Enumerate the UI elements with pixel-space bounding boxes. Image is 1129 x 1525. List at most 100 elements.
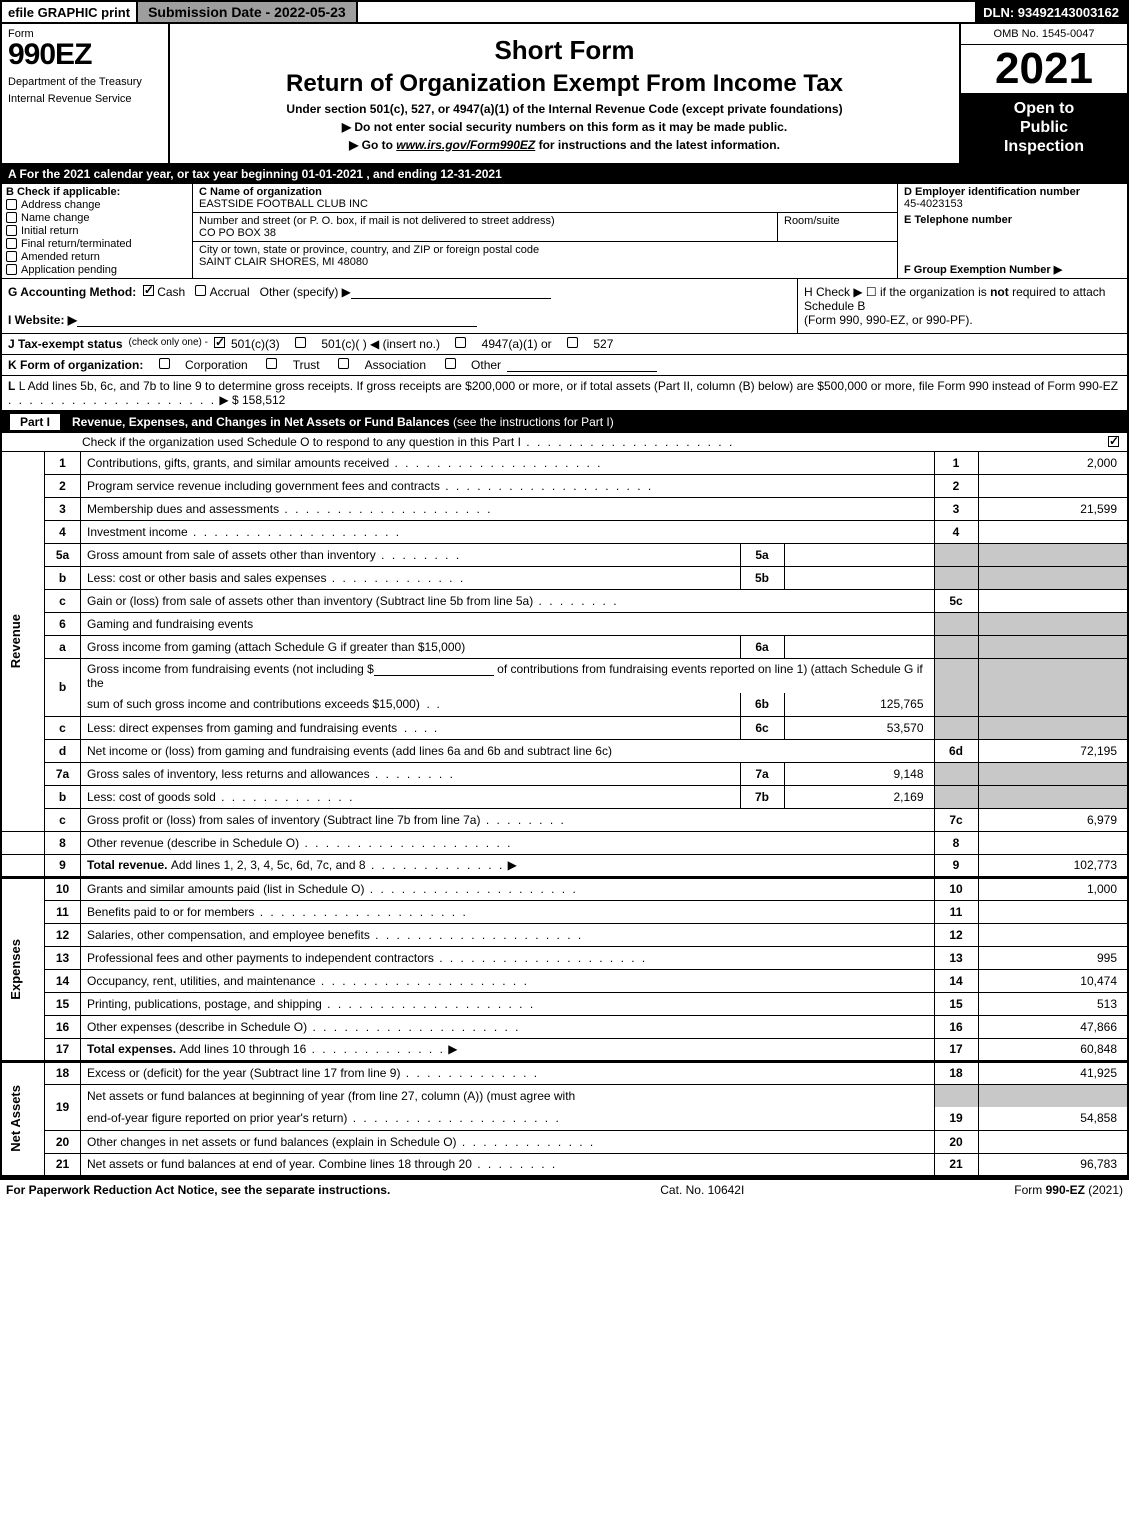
checkbox-icon: [6, 238, 17, 249]
cb-4947[interactable]: [455, 337, 466, 348]
netassets-side-label: Net Assets: [8, 1085, 23, 1152]
open1: Open to: [965, 99, 1123, 118]
line-6a: a Gross income from gaming (attach Sched…: [1, 636, 1128, 659]
cb-527[interactable]: [567, 337, 578, 348]
k-other-blank[interactable]: [507, 358, 657, 372]
col-b-checkboxes: B Check if applicable: Address change Na…: [2, 184, 192, 278]
c-addr-val: CO PO BOX 38: [199, 227, 276, 239]
line-12: 12 Salaries, other compensation, and emp…: [1, 923, 1128, 946]
cb-initial-return[interactable]: Initial return: [6, 225, 188, 237]
c-city-hdr: City or town, state or province, country…: [199, 244, 539, 256]
g-other-blank[interactable]: [351, 285, 551, 299]
line-6d: d Net income or (loss) from gaming and f…: [1, 739, 1128, 762]
cb-corp[interactable]: [159, 358, 170, 369]
top-bar: efile GRAPHIC print Submission Date - 20…: [0, 0, 1129, 24]
cb-schedule-o-checked[interactable]: [1108, 436, 1119, 447]
short-form-title: Short Form: [178, 35, 951, 66]
revenue-side-label: Revenue: [8, 614, 23, 668]
d-hdr: D Employer identification number: [904, 186, 1080, 198]
c-room-col: Room/suite: [777, 213, 897, 241]
omb-number: OMB No. 1545-0047: [961, 24, 1127, 45]
goto-line: ▶ Go to www.irs.gov/Form990EZ for instru…: [178, 138, 951, 152]
page-footer: For Paperwork Reduction Act Notice, see …: [0, 1178, 1129, 1200]
cb-cash-checked[interactable]: [143, 285, 154, 296]
line-1: Revenue 1 Contributions, gifts, grants, …: [1, 452, 1128, 475]
c-city-row: City or town, state or province, country…: [193, 241, 897, 270]
info-grid: B Check if applicable: Address change Na…: [0, 184, 1129, 279]
return-title: Return of Organization Exempt From Incom…: [178, 70, 951, 98]
cb-other[interactable]: [445, 358, 456, 369]
part1-dots: [521, 435, 734, 449]
checkbox-icon: [6, 251, 17, 262]
cb-501c3-checked[interactable]: [214, 337, 225, 348]
submission-date-label: Submission Date - 2022-05-23: [136, 2, 356, 22]
goto-link[interactable]: www.irs.gov/Form990EZ: [396, 138, 535, 152]
cb-address-change[interactable]: Address change: [6, 199, 188, 211]
open2: Public: [965, 118, 1123, 137]
line-3: 3 Membership dues and assessments 3 21,5…: [1, 498, 1128, 521]
h-text1: H Check ▶ ☐ if the organization is: [804, 285, 990, 299]
line-11: 11 Benefits paid to or for members 11: [1, 900, 1128, 923]
line-7a: 7a Gross sales of inventory, less return…: [1, 762, 1128, 785]
header-center-col: Short Form Return of Organization Exempt…: [170, 24, 959, 163]
line-8: 8 Other revenue (describe in Schedule O)…: [1, 831, 1128, 854]
c-room-hdr: Room/suite: [784, 215, 840, 227]
line-5a: 5a Gross amount from sale of assets othe…: [1, 544, 1128, 567]
l-row: L L Add lines 5b, 6c, and 7b to line 9 t…: [0, 376, 1129, 411]
cb-501c[interactable]: [295, 337, 306, 348]
cb-name-change[interactable]: Name change: [6, 212, 188, 224]
row-a-tax-year: A For the 2021 calendar year, or tax yea…: [0, 165, 1129, 184]
col-def: D Employer identification number 45-4023…: [897, 184, 1127, 278]
h-text3: (Form 990, 990-EZ, or 990-PF).: [804, 313, 973, 327]
financial-table: Revenue 1 Contributions, gifts, grants, …: [0, 452, 1129, 1178]
line-13: 13 Professional fees and other payments …: [1, 946, 1128, 969]
website-blank[interactable]: [77, 313, 477, 327]
line-6c: c Less: direct expenses from gaming and …: [1, 716, 1128, 739]
cb-trust[interactable]: [266, 358, 277, 369]
j-sub: (check only one) -: [129, 337, 208, 348]
h-schedule-b: H Check ▶ ☐ if the organization is not r…: [797, 279, 1127, 333]
goto-pre: ▶ Go to: [349, 138, 396, 152]
cb-application-pending[interactable]: Application pending: [6, 264, 188, 276]
topbar-spacer: [356, 2, 975, 22]
col-c-org-info: C Name of organization EASTSIDE FOOTBALL…: [192, 184, 897, 278]
line-6: 6 Gaming and fundraising events: [1, 613, 1128, 636]
line-20: 20 Other changes in net assets or fund b…: [1, 1130, 1128, 1153]
ssn-warning: ▶ Do not enter social security numbers o…: [178, 120, 951, 134]
checkbox-icon: [6, 212, 17, 223]
efile-print-label[interactable]: efile GRAPHIC print: [2, 2, 136, 22]
part1-sub: Check if the organization used Schedule …: [2, 433, 1127, 451]
l-arrow: ▶ $: [219, 393, 238, 407]
line-19b: end-of-year figure reported on prior yea…: [1, 1107, 1128, 1130]
line-5c: c Gain or (loss) from sale of assets oth…: [1, 590, 1128, 613]
dept-treasury: Department of the Treasury: [8, 76, 162, 89]
part1-label: Part I: [10, 414, 60, 430]
c-addr-row: Number and street (or P. O. box, if mail…: [193, 213, 897, 241]
line-6b: b Gross income from fundraising events (…: [1, 659, 1128, 694]
line-10: Expenses 10 Grants and similar amounts p…: [1, 877, 1128, 900]
form-header: Form 990EZ Department of the Treasury In…: [0, 24, 1129, 165]
line-2: 2 Program service revenue including gove…: [1, 475, 1128, 498]
c-addr-hdr: Number and street (or P. O. box, if mail…: [199, 215, 555, 227]
cb-accrual[interactable]: [195, 285, 206, 296]
line-16: 16 Other expenses (describe in Schedule …: [1, 1015, 1128, 1038]
j-pre: J Tax-exempt status: [8, 337, 123, 351]
line-19a: 19 Net assets or fund balances at beginn…: [1, 1084, 1128, 1107]
gh-row: G Accounting Method: Cash Accrual Other …: [0, 279, 1129, 334]
k-label: K Form of organization:: [8, 358, 143, 372]
line-7c: c Gross profit or (loss) from sales of i…: [1, 808, 1128, 831]
d-ein: D Employer identification number 45-4023…: [898, 184, 1127, 212]
line-18: Net Assets 18 Excess or (deficit) for th…: [1, 1061, 1128, 1084]
header-left-col: Form 990EZ Department of the Treasury In…: [2, 24, 170, 163]
c-name-val: EASTSIDE FOOTBALL CLUB INC: [199, 198, 368, 210]
cb-final-return[interactable]: Final return/terminated: [6, 238, 188, 250]
open-to-public-box: Open to Public Inspection: [961, 93, 1127, 163]
f-hdr: F Group Exemption Number ▶: [904, 264, 1062, 276]
part1-title: Revenue, Expenses, and Changes in Net As…: [72, 415, 614, 429]
blank-6b[interactable]: [374, 662, 494, 676]
d-val: 45-4023153: [904, 198, 963, 210]
checkbox-icon: [6, 199, 17, 210]
cb-amended-return[interactable]: Amended return: [6, 251, 188, 263]
e-hdr: E Telephone number: [904, 214, 1012, 226]
cb-assoc[interactable]: [338, 358, 349, 369]
